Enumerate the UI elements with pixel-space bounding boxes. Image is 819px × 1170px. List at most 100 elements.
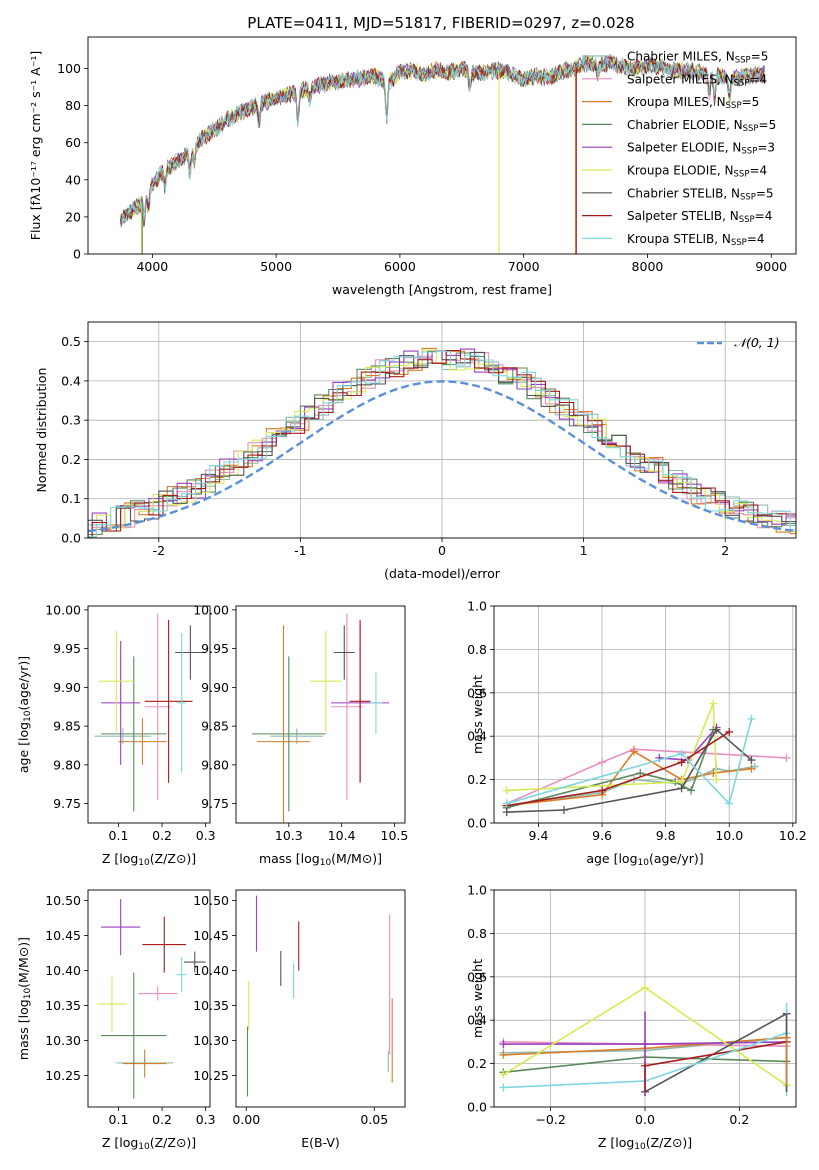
errorbar-point-kroupa_elodie [309,630,342,732]
mass_vs_Z-panel: 0.1 0.2 0.3 10.25 10.30 10.35 10.40 10.45 10.50 Z… [16,889,216,1152]
errorbar-point-kroupa_miles [122,1049,167,1078]
x-tick-label: 0 [438,543,446,558]
figure-title: PLATE=0411, MJD=51817, FIBERID=0297, z=0… [247,14,634,32]
errorbar-point-kroupa_miles [257,625,310,823]
x-tick-label: -2 [153,543,165,558]
errorbar-point-kroupa_elodie [96,976,128,1033]
x-tick-label: 7000 [508,259,540,274]
y-tick-label: 0.8 [467,642,487,657]
weight-marker [499,1050,508,1059]
x-tick-label: 0.0 [635,1112,655,1127]
y-tick-label: 0.1 [61,491,81,506]
weight-marker [747,756,756,765]
errorbar-point-salpeter_miles [331,613,363,800]
y-tick-label: 0.0 [467,816,487,831]
y-tick-label: 10.35 [45,998,81,1013]
errorbar-point-salpeter_miles [138,986,178,1001]
x-tick-label: 5000 [260,259,292,274]
weight-marker [687,786,696,795]
x-tick-label: 10.4 [328,828,356,843]
spectrum-line-chabrier_stelib [119,55,766,224]
histogram-kroupa_miles [88,347,796,538]
weight-line-kroupa_stelib [506,718,753,806]
errorbar-point-kroupa_elodie [98,630,134,732]
y-tick-label: 10.50 [193,893,229,908]
weight_vs_age-plot-area [502,699,791,817]
errorbar-point-salpeter_stelib [142,916,187,973]
x-tick-label: −0.2 [535,1112,565,1127]
x-tick-label: 0.2 [729,1112,749,1127]
y-tick-label: 0.2 [61,452,81,467]
y-tick-label: 80 [65,98,81,113]
weight-marker [712,725,721,734]
spectrum-line-kroupa_stelib [119,55,766,223]
y-tick-label: 0.8 [467,926,487,941]
weight-marker [747,764,756,773]
y-tick-label: 100 [57,61,81,76]
y-tick-label: 0.6 [467,685,487,700]
errorbar-point-kroupa_miles [118,718,167,765]
y-tick-label: 0.0 [467,1100,487,1115]
y-tick-label: 10.50 [45,893,81,908]
axes-frame [87,889,211,1108]
residuals-panel: -2 -1 0 1 2 0.0 0.1 0.2 0.3 0.4 0.5 𝒩(0, 1) (data-mo… [34,321,797,581]
errorbar-point-chabrier_elodie [251,656,326,812]
x-axis-label: Z [log10(Z/Z⊙)] [598,1135,692,1152]
errorbar-point-kroupa_stelib [369,671,383,734]
y-tick-label: 1.0 [467,883,487,898]
x-tick-label: 10.2 [779,828,807,843]
y-tick-label: 9.85 [53,719,81,734]
errorbar-point-chabrier_stelib [333,625,355,680]
weight-line-chabrier_stelib [644,1012,787,1093]
y-tick-label: 10.45 [193,928,229,943]
weight-marker [502,799,511,808]
weight-line-salpeter_stelib [506,731,730,807]
x-tick-label: 0.2 [152,1112,172,1127]
residuals-plot-area [88,347,796,538]
y-tick-label: 0.4 [467,1013,487,1028]
x-tick-label: 0.3 [196,828,216,843]
y-tick-label: 9.75 [201,796,229,811]
weight-marker [499,1070,508,1079]
mass_vs_EBV-panel: 0.00 0.05 10.25 10.30 10.35 10.40 10.45 10.50 E(… [193,889,406,1150]
weight-marker [499,1040,508,1049]
x-axis-label: Z [log10(Z/Z⊙)] [102,851,196,868]
axes-frame [235,889,406,1108]
x-axis-label: E(B-V) [301,1135,340,1150]
y-tick-label: 9.75 [53,796,81,811]
x-tick-label: 0.2 [152,828,172,843]
y-tick-label: 0.6 [467,969,487,984]
weight-marker [725,727,734,736]
weight_vs_Z-plot-area [499,983,791,1097]
weight-line-kroupa_miles [506,750,752,807]
x-tick-label: 1 [580,543,588,558]
x-tick-label: 10.5 [381,828,409,843]
x-tick-label: 0.1 [109,828,129,843]
errorbar-point-chabrier_elodie [101,972,167,1099]
y-tick-label: 0.0 [61,531,81,546]
y-axis-label: mass weight [470,959,485,1038]
x-tick-label: 6000 [384,259,416,274]
legend-label: Salpeter ELODIE, NSSP=3 [627,141,775,157]
y-axis-label: age [log10(age/yr)] [16,656,33,773]
y-tick-label: 10.00 [45,602,81,617]
axes-frame [235,605,406,824]
weight-marker [499,1083,508,1092]
y-tick-label: 9.90 [53,680,81,695]
chart-layer: 4000 5000 6000 7000 8000 9000020406080100wave… [16,36,807,1152]
histogram-kroupa_elodie [88,349,796,538]
x-tick-label: -1 [294,543,306,558]
legend-label: Chabrier ELODIE, NSSP=5 [627,118,776,134]
y-axis-label: mass [log10(M/M⊙)] [16,937,33,1060]
legend-label: 𝒩(0, 1) [734,335,780,350]
mass_vs_Z-plot-area [96,899,206,1099]
weight-marker [559,805,568,814]
errorbar-point-chabrier_elodie [101,656,167,812]
weight-marker [782,753,791,762]
errorbar-point-chabrier_stelib [175,625,206,680]
y-tick-label: 0 [73,247,81,262]
y-tick-label: 20 [65,209,81,224]
errorbar-point-salpeter_stelib [349,619,371,783]
x-tick-label: 9000 [755,259,787,274]
age_vs_mass-panel: 10.3 10.4 10.5 9.75 9.80 9.85 9.90 9.95 10.00 mas… [193,602,408,868]
